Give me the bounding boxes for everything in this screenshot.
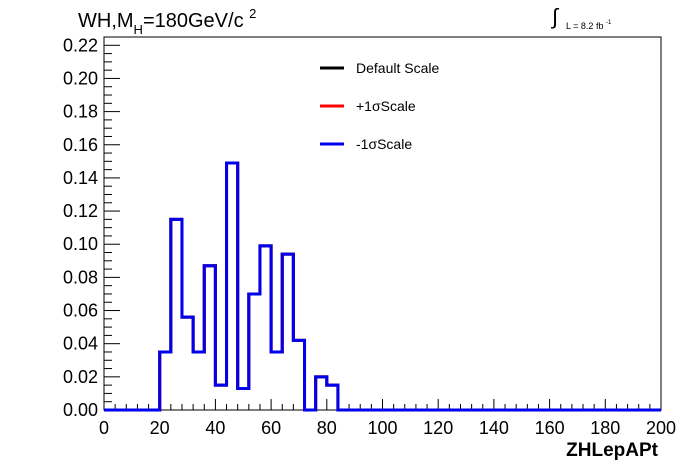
- y-tick-label: 0.20: [63, 68, 98, 88]
- y-tick-label: 0.02: [63, 367, 98, 387]
- luminosity-superscript: -1: [605, 20, 612, 26]
- y-tick-label: 0.06: [63, 301, 98, 321]
- title-prefix: WH,M: [78, 10, 134, 32]
- y-tick-label: 0.12: [63, 201, 98, 221]
- x-tick-label: 120: [423, 418, 453, 438]
- y-tick-label: 0.18: [63, 102, 98, 122]
- x-axis: 0 20 40 60 80 100 120 140 160 180 200: [99, 399, 676, 438]
- y-tick-label: 0.14: [63, 168, 98, 188]
- series-group: [104, 161, 661, 412]
- y-tick-label: 0.10: [63, 234, 98, 254]
- x-tick-label: 140: [479, 418, 509, 438]
- title-value: =180GeV/c: [142, 10, 244, 32]
- y-tick-label: 0.00: [63, 400, 98, 420]
- title-subscript: H: [133, 22, 143, 37]
- x-tick-label: 0: [99, 418, 109, 438]
- y-tick-label: 0.08: [63, 267, 98, 287]
- series-line-1: [104, 161, 661, 412]
- x-tick-label: 80: [317, 418, 337, 438]
- x-tick-label: 40: [205, 418, 225, 438]
- x-tick-label: 200: [646, 418, 676, 438]
- y-tick-label: 0.04: [63, 334, 98, 354]
- legend: Default Scale +1σScale -1σScale: [320, 60, 439, 152]
- x-tick-label: 20: [150, 418, 170, 438]
- plot-frame: [103, 36, 662, 411]
- x-tick-label: 180: [590, 418, 620, 438]
- legend-entry: +1σScale: [356, 98, 416, 114]
- y-axis: 0.00 0.02 0.04 0.06 0.08 0.10 0.12 0.14 0.16 0.18…: [63, 35, 120, 420]
- x-tick-label: 60: [261, 418, 281, 438]
- title-superscript: 2: [249, 6, 257, 21]
- chart-title: WH,MH=180GeV/c 2: [78, 6, 256, 37]
- y-tick-label: 0.22: [63, 35, 98, 55]
- legend-entry: Default Scale: [356, 60, 439, 76]
- x-tick-label: 100: [367, 418, 397, 438]
- legend-entry: -1σScale: [356, 136, 412, 152]
- series-line-2: [104, 161, 661, 412]
- integral-symbol: ∫: [552, 4, 559, 29]
- x-axis-title: ZHLepAPt: [566, 440, 658, 461]
- x-tick-label: 160: [535, 418, 565, 438]
- series-line-0: [104, 161, 661, 412]
- luminosity-text: L = 8.2 fb: [566, 21, 604, 31]
- y-tick-label: 0.16: [63, 135, 98, 155]
